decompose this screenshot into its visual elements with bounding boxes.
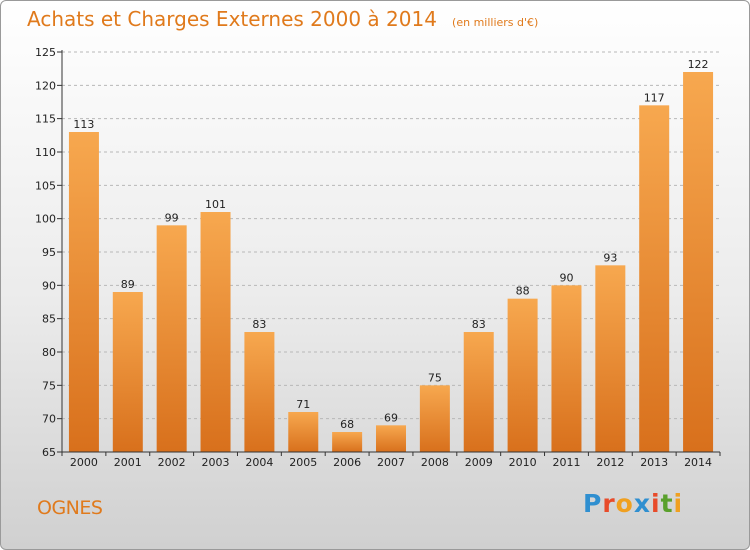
data-label: 101	[205, 198, 226, 211]
data-label: 89	[121, 278, 135, 291]
bar-2005	[288, 412, 319, 452]
chart-title: Achats et Charges Externes 2000 à 2014	[27, 7, 437, 31]
data-label: 75	[428, 371, 442, 384]
x-tick-label: 2011	[552, 456, 580, 469]
y-tick-label: 95	[42, 246, 56, 259]
y-tick-label: 90	[42, 279, 56, 292]
x-tick-label: 2000	[70, 456, 98, 469]
bar-2009	[463, 332, 494, 452]
bar-2006	[332, 432, 363, 452]
bar-2012	[595, 265, 626, 452]
x-tick-label: 2004	[245, 456, 273, 469]
bar-2010	[507, 298, 538, 452]
x-tick-label: 2008	[421, 456, 449, 469]
bar-2013	[639, 105, 670, 452]
data-label: 88	[516, 285, 530, 298]
bar-2002	[156, 225, 187, 452]
proxiti-logo-letter: r	[602, 489, 616, 518]
data-label: 113	[73, 118, 94, 131]
y-tick-label: 115	[35, 113, 56, 126]
bar-2000	[68, 132, 99, 452]
data-label: 90	[559, 271, 573, 284]
bar-2003	[200, 212, 231, 452]
y-tick-label: 105	[35, 179, 56, 192]
proxiti-logo-letter: x	[633, 489, 651, 518]
data-label: 83	[472, 318, 486, 331]
x-tick-label: 2013	[640, 456, 668, 469]
y-tick-label: 70	[42, 413, 56, 426]
y-tick-label: 120	[35, 79, 56, 92]
bar-2001	[112, 292, 143, 452]
y-tick-label: 100	[35, 213, 56, 226]
x-tick-label: 2010	[509, 456, 537, 469]
data-label: 99	[165, 211, 179, 224]
proxiti-logo-letter: i	[651, 489, 661, 518]
data-label: 69	[384, 411, 398, 424]
chart-unit-label: (en milliers d'€)	[452, 16, 539, 29]
proxiti-logo-letter: P	[583, 489, 603, 518]
data-label: 83	[252, 318, 266, 331]
x-tick-label: 2005	[289, 456, 317, 469]
x-tick-label: 2001	[114, 456, 142, 469]
data-label: 117	[644, 91, 665, 104]
x-tick-label: 2006	[333, 456, 361, 469]
y-tick-label: 65	[42, 446, 56, 459]
proxiti-logo-letter: i	[673, 489, 684, 518]
data-label: 71	[296, 398, 310, 411]
bar-2004	[244, 332, 275, 452]
y-tick-label: 80	[42, 346, 56, 359]
bar-2014	[683, 72, 714, 452]
y-tick-label: 85	[42, 313, 56, 326]
town-name: OGNES	[37, 497, 103, 519]
x-tick-label: 2012	[596, 456, 624, 469]
y-tick-label: 125	[35, 46, 56, 59]
data-label: 122	[688, 58, 709, 71]
y-tick-label: 75	[42, 379, 56, 392]
chart-title-line: Achats et Charges Externes 2000 à 2014 (…	[27, 7, 538, 31]
proxiti-logo-letter: t	[660, 489, 674, 518]
x-tick-label: 2014	[684, 456, 712, 469]
bar-2007	[376, 425, 406, 452]
x-tick-label: 2003	[202, 456, 230, 469]
data-label: 93	[603, 251, 617, 264]
x-tick-label: 2009	[465, 456, 493, 469]
x-tick-label: 2002	[158, 456, 186, 469]
proxiti-logo-letter: o	[615, 489, 634, 518]
bar-2008	[419, 385, 450, 452]
y-tick-label: 110	[35, 146, 56, 159]
data-label: 68	[340, 418, 354, 431]
bar-2011	[551, 285, 582, 452]
proxiti-logo[interactable]: Proxiti	[583, 489, 683, 518]
x-tick-label: 2007	[377, 456, 405, 469]
